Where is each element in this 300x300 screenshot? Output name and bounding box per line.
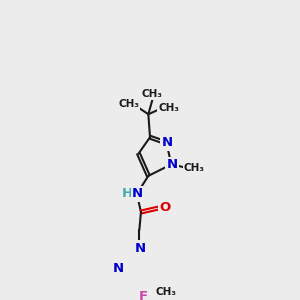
Text: CH₃: CH₃: [156, 287, 177, 297]
Text: N: N: [135, 242, 146, 255]
Text: H: H: [122, 188, 133, 200]
Text: O: O: [159, 201, 170, 214]
Text: CH₃: CH₃: [142, 89, 163, 99]
Text: CH₃: CH₃: [184, 164, 205, 173]
Text: F: F: [139, 290, 148, 300]
Text: N: N: [132, 188, 143, 200]
Text: CH₃: CH₃: [118, 99, 139, 110]
Text: N: N: [112, 262, 124, 275]
Text: N: N: [167, 158, 178, 171]
Text: N: N: [162, 136, 173, 149]
Text: CH₃: CH₃: [158, 103, 179, 113]
